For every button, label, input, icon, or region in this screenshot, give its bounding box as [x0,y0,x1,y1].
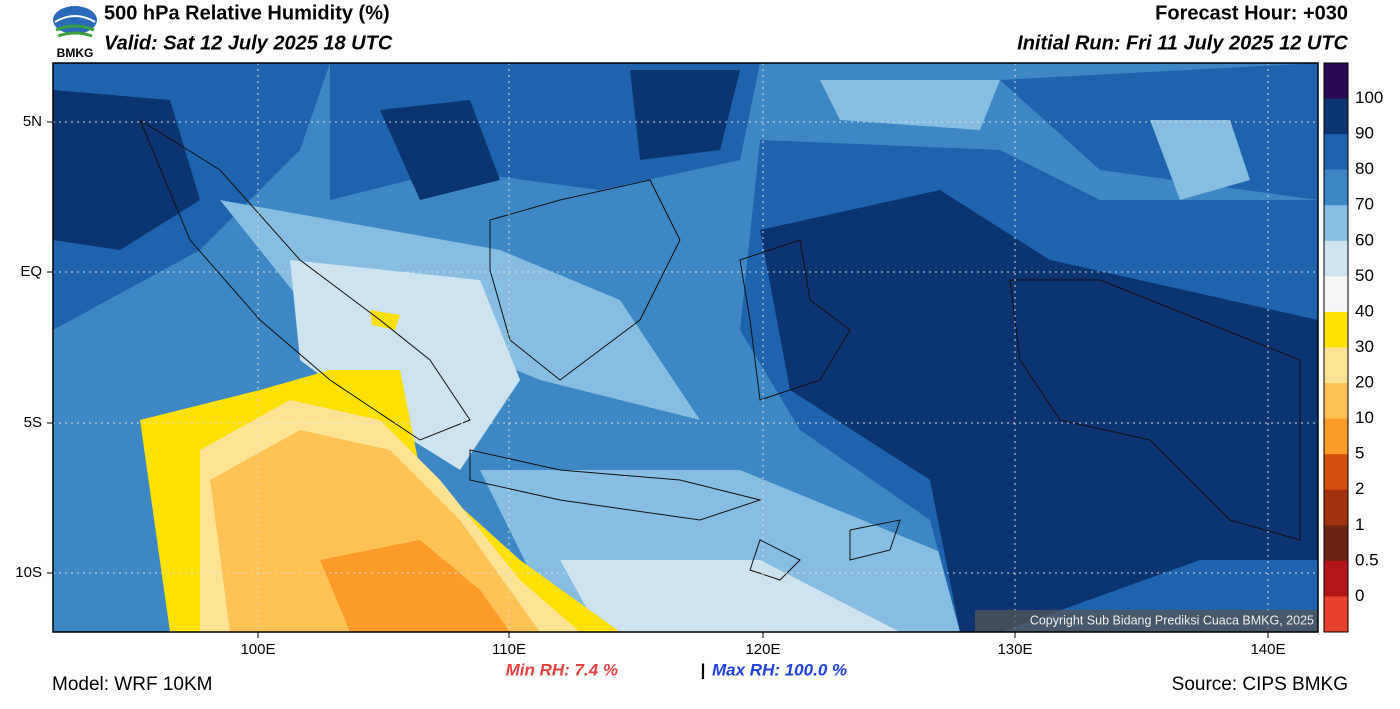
logo-text: BMKG [57,46,94,60]
lon-label: 110E [492,641,526,658]
colorbar-label: 60 [1355,230,1374,249]
colorbar-label: 40 [1355,301,1374,320]
title: 500 hPa Relative Humidity (%) [104,2,390,24]
initial-run: Initial Run: Fri 11 July 2025 12 UTC [1017,32,1348,54]
min-rh: Min RH: 7.4 % [506,660,618,679]
colorbar-swatch [1324,63,1348,100]
colorbar-swatch [1324,276,1348,313]
colorbar-swatch [1324,240,1348,277]
colorbar-label: 0 [1355,586,1364,605]
colorbar-swatch [1324,169,1348,206]
colorbar-label: 80 [1355,159,1374,178]
colorbar-swatch [1324,134,1348,171]
lat-label: EQ [20,263,42,280]
colorbar-label: 70 [1355,195,1374,214]
lon-label: 140E [1250,641,1285,658]
colorbar: 100 90 80 70 60 50 40 30 20 10 5 2 1 0.5 0 [1323,62,1383,633]
colorbar-swatch [1324,454,1348,491]
colorbar-swatch [1324,560,1348,597]
valid-time: Valid: Sat 12 July 2025 18 UTC [104,32,393,54]
colorbar-label: 0.5 [1355,550,1379,569]
lon-label: 130E [997,641,1032,658]
colorbar-swatch [1324,98,1348,135]
colorbar-swatch [1324,418,1348,455]
colorbar-label: 100 [1355,88,1383,107]
source: Source: CIPS BMKG [1172,674,1348,695]
axis-labels: 5N EQ 5S 10S 100E 110E 120E 130E 140E [15,113,1285,658]
lon-label: 100E [240,641,275,658]
map-frame [52,62,1319,633]
colorbar-swatch [1324,596,1348,633]
logo: BMKG [53,6,97,60]
colorbar-label: 20 [1355,373,1374,392]
forecast-hour: Forecast Hour: +030 [1155,2,1348,24]
max-rh: Max RH: 100.0 % [712,660,847,679]
colorbar-swatch [1324,525,1348,562]
colorbar-label: 5 [1355,444,1364,463]
map: Copyright Sub Bidang Prediksi Cuaca BMKG… [53,63,1318,632]
colorbar-swatch [1324,347,1348,384]
copyright: Copyright Sub Bidang Prediksi Cuaca BMKG… [1030,613,1314,627]
colorbar-label: 10 [1355,408,1374,427]
lat-label: 10S [15,564,42,581]
colorbar-swatch [1324,489,1348,526]
colorbar-swatch [1324,383,1348,420]
lat-label: 5S [24,414,42,431]
colorbar-label: 2 [1355,479,1364,498]
lon-label: 120E [745,641,780,658]
stats-separator: | [701,660,706,679]
colorbar-label: 50 [1355,266,1374,285]
colorbar-swatch [1324,205,1348,242]
colorbar-label: 90 [1355,124,1374,143]
colorbar-label: 30 [1355,337,1374,356]
colorbar-label: 1 [1355,515,1364,534]
colorbar-frame [1323,62,1349,633]
model: Model: WRF 10KM [52,674,212,695]
colorbar-swatch [1324,311,1348,348]
lat-label: 5N [23,113,42,130]
